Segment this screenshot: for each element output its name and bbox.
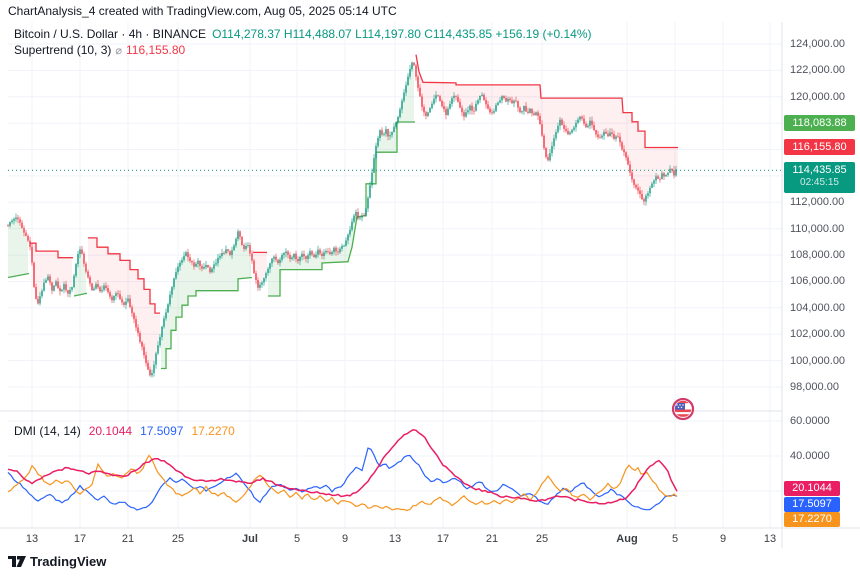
- price-axis-tick: 120,000.00: [790, 91, 846, 103]
- dmi-minusdi-axis-label: 17.2270: [784, 512, 840, 527]
- ohlc-values: O114,278.37 H114,488.07 L114,197.80 C114…: [212, 27, 592, 41]
- time-axis-tick: 5: [671, 533, 679, 545]
- time-axis-tick: 17: [73, 533, 87, 545]
- supertrend-legend[interactable]: Supertrend (10, 3) ⌀ 116,155.80: [14, 43, 185, 57]
- dmi-plusdi-value: 17.5097: [140, 424, 184, 438]
- price-axis-tick: 122,000.00: [790, 64, 846, 76]
- supertrend-up-price-label: 118,083.88: [784, 115, 855, 131]
- last-price-value: 114,435.85: [792, 164, 847, 176]
- price-axis-tick: 100,000.00: [790, 355, 846, 367]
- price-axis-tick: 112,000.00: [790, 196, 845, 208]
- time-axis-tick: 25: [171, 533, 185, 545]
- dmi-plusdi-axis-label: 17.5097: [784, 497, 840, 512]
- supertrend-down-price-label: 116,155.80: [784, 139, 855, 155]
- time-axis-tick: 13: [763, 533, 777, 545]
- price-axis-tick: 124,000.00: [790, 38, 846, 50]
- supertrend-marker-icon: ⌀: [115, 45, 123, 57]
- price-axis-tick: 40.0000: [790, 450, 830, 462]
- snapshot-title: ChartAnalysis_4 created with TradingView…: [8, 4, 397, 18]
- dmi-adx-value: 20.1044: [88, 424, 133, 438]
- bar-countdown: 02:45:15: [800, 177, 839, 188]
- time-axis-tick: Aug: [616, 533, 638, 545]
- time-axis-tick: 21: [121, 533, 135, 545]
- supertrend-name: Supertrend (10, 3): [14, 43, 112, 57]
- attribution-bar: TradingView: [0, 548, 860, 577]
- price-axis-tick: 102,000.00: [790, 328, 846, 340]
- dmi-adx-axis-label: 20.1044: [784, 481, 840, 496]
- symbol-pair-logo-icon: [671, 397, 695, 421]
- supertrend-value: 116,155.80: [126, 43, 186, 57]
- time-axis-tick: 21: [485, 533, 499, 545]
- dmi-legend[interactable]: DMI (14, 14) 20.1044 17.5097 17.2270: [14, 424, 235, 438]
- dmi-minusdi-value: 17.2270: [191, 424, 235, 438]
- price-axis-tick: 106,000.00: [790, 275, 846, 287]
- last-price-label: 114,435.85 02:45:15: [784, 162, 855, 193]
- time-axis-tick: Jul: [242, 533, 258, 545]
- time-axis-tick: 25: [535, 533, 549, 545]
- price-axis-tick: 98,000.00: [790, 381, 839, 393]
- symbol-legend[interactable]: Bitcoin / U.S. Dollar · 4h · BINANCE O114…: [14, 27, 591, 41]
- price-axis-tick: 104,000.00: [790, 302, 846, 314]
- time-axis-tick: 5: [293, 533, 301, 545]
- time-axis-tick: 13: [388, 533, 402, 545]
- symbol-title: Bitcoin / U.S. Dollar · 4h · BINANCE: [14, 27, 207, 41]
- time-axis-tick: 9: [341, 533, 349, 545]
- dmi-name: DMI (14, 14): [14, 424, 81, 438]
- tradingview-brand[interactable]: TradingView: [30, 554, 107, 569]
- time-axis-tick: 9: [719, 533, 727, 545]
- price-axis-tick: 110,000.00: [790, 223, 845, 235]
- tradingview-logo-icon[interactable]: [8, 555, 27, 571]
- price-axis-tick: 60.0000: [790, 415, 830, 427]
- time-axis-tick: 13: [25, 533, 39, 545]
- price-axis-tick: 108,000.00: [790, 249, 846, 261]
- time-axis-tick: 17: [436, 533, 450, 545]
